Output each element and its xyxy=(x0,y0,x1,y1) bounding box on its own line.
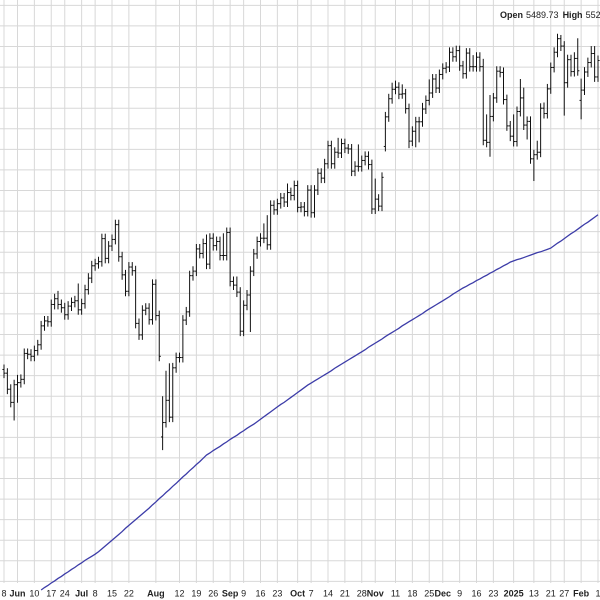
x-tick-label: 18 xyxy=(407,588,417,598)
grid xyxy=(0,0,600,583)
x-tick-label: 19 xyxy=(191,588,201,598)
x-tick-label: 9 xyxy=(241,588,246,598)
x-tick-label: 26 xyxy=(208,588,218,598)
x-tick-label: 10 xyxy=(29,588,39,598)
x-tick-label: 7 xyxy=(309,588,314,598)
x-axis: 8 Jun 10 17 24 Jul 8 15 22 Aug 12 19 26 Sep 9 16 23 Oct 7 1… xyxy=(1,588,600,598)
x-tick-label: 2025 xyxy=(504,588,524,598)
x-tick-label: 23 xyxy=(272,588,282,598)
x-tick-label: 8 xyxy=(93,588,98,598)
x-tick-label: 1 xyxy=(595,588,600,598)
x-tick-label: 17 xyxy=(46,588,56,598)
bars-layer xyxy=(2,33,600,451)
x-tick-label: 12 xyxy=(174,588,184,598)
x-tick-label: Jun xyxy=(9,588,25,598)
x-tick-label: Nov xyxy=(367,588,384,598)
header-value: 5489.73 xyxy=(526,10,559,20)
x-tick-label: 16 xyxy=(255,588,265,598)
x-tick-label: 28 xyxy=(357,588,367,598)
x-tick-label: 27 xyxy=(559,588,569,598)
x-tick-label: 21 xyxy=(546,588,556,598)
x-tick-label: 24 xyxy=(60,588,70,598)
x-tick-label: Sep xyxy=(222,588,239,598)
x-tick-label: Dec xyxy=(434,588,451,598)
header-value: 5528 xyxy=(586,10,600,20)
x-tick-label: 22 xyxy=(124,588,134,598)
x-tick-label: 23 xyxy=(488,588,498,598)
moving-average-line xyxy=(40,214,599,591)
x-tick-label: 9 xyxy=(457,588,462,598)
x-tick-label: 14 xyxy=(323,588,333,598)
x-tick-label: Aug xyxy=(147,588,165,598)
moving-average-layer xyxy=(40,214,599,591)
x-tick-label: 8 xyxy=(1,588,6,598)
x-tick-label: 25 xyxy=(424,588,434,598)
x-tick-label: 21 xyxy=(340,588,350,598)
x-tick-label: Oct xyxy=(290,588,305,598)
x-tick-label: 16 xyxy=(471,588,481,598)
header-label: Open xyxy=(500,10,523,20)
x-tick-label: Jul xyxy=(75,588,88,598)
x-tick-label: 13 xyxy=(529,588,539,598)
x-tick-label: 15 xyxy=(107,588,117,598)
x-tick-label: Feb xyxy=(573,588,590,598)
header-label: High xyxy=(563,10,583,20)
x-tick-label: 11 xyxy=(391,588,400,598)
